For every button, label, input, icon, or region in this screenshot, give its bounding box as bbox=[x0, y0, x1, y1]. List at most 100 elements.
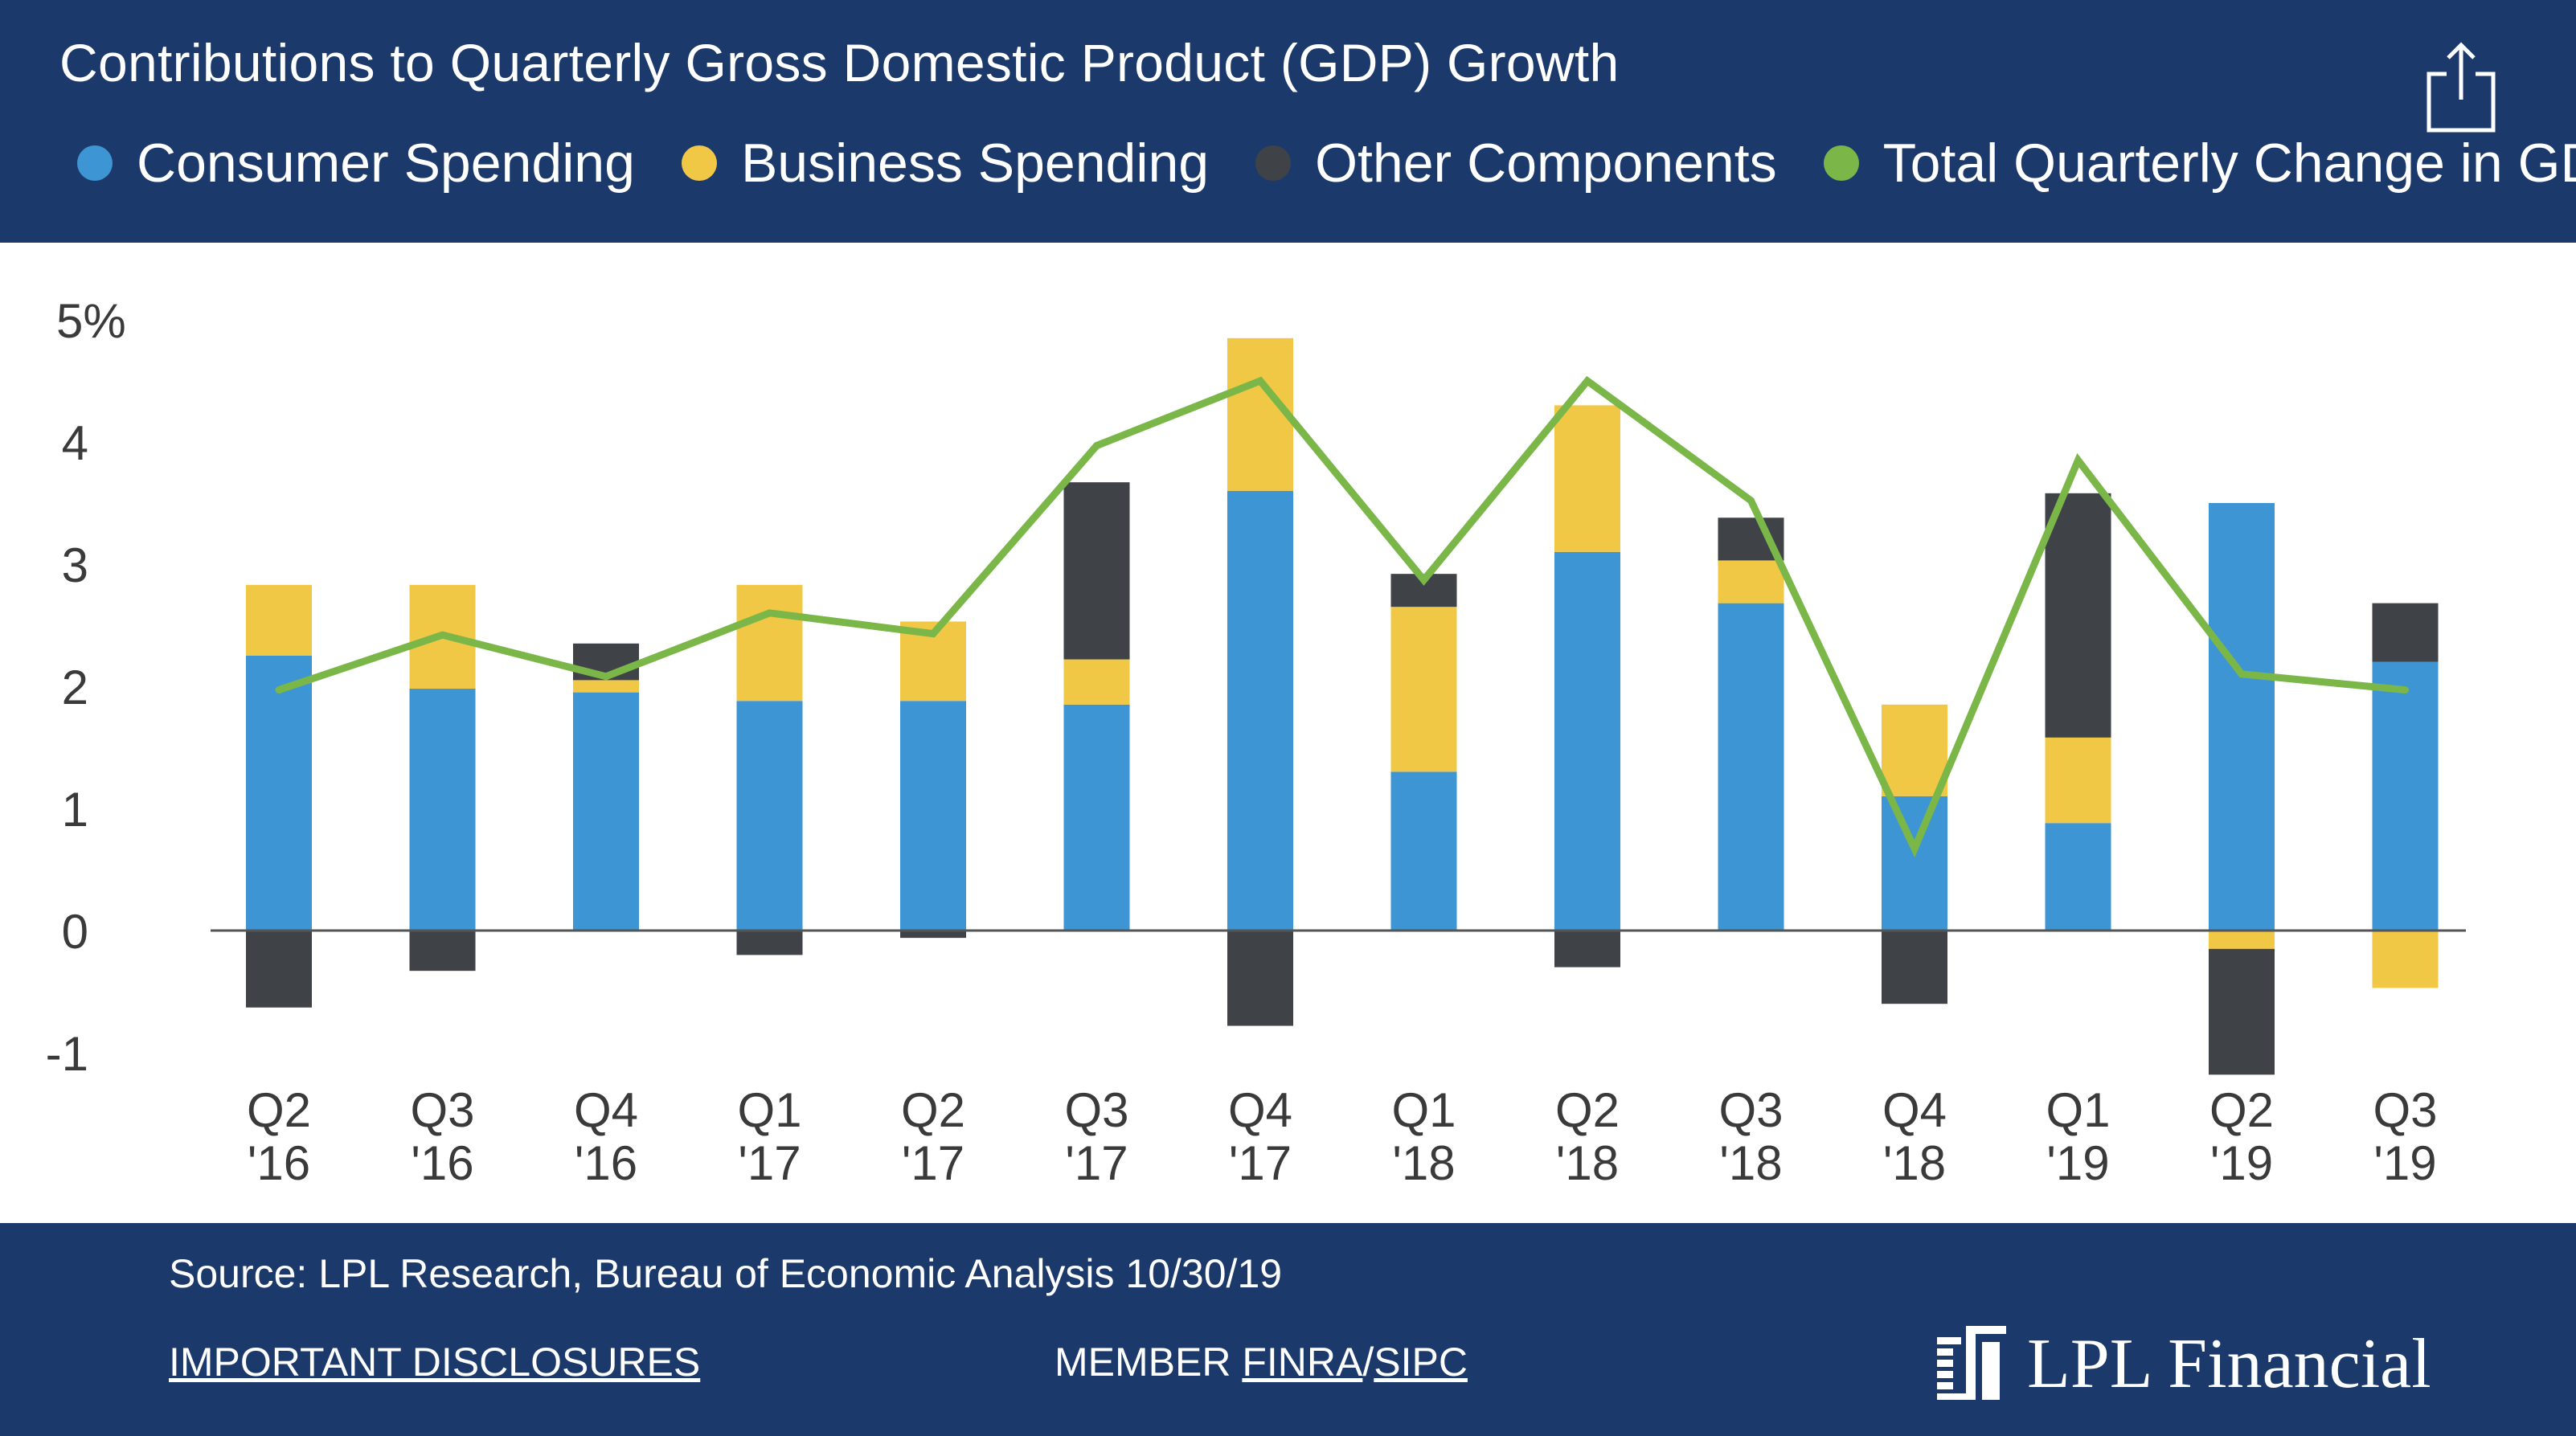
x-tick-label-quarter: Q1 bbox=[2046, 1083, 2110, 1137]
legend-item-total-gdp: Total Quarterly Change in GDP bbox=[1823, 127, 2576, 199]
total-gdp-point bbox=[1587, 380, 1588, 382]
legend-item-consumer-spending: Consumer Spending bbox=[77, 127, 635, 199]
share-icon[interactable] bbox=[2424, 39, 2498, 135]
bar-business-spending bbox=[1227, 338, 1293, 491]
chart-header: Contributions to Quarterly Gross Domesti… bbox=[0, 0, 2576, 243]
member-prefix: MEMBER bbox=[1055, 1340, 1243, 1385]
x-tick-label-quarter: Q4 bbox=[1882, 1083, 1947, 1137]
bar-other-components bbox=[246, 931, 312, 1008]
x-tick-label-quarter: Q2 bbox=[2209, 1083, 2274, 1137]
total-gdp-line bbox=[275, 375, 2409, 858]
member-separator: / bbox=[1362, 1340, 1374, 1385]
lpl-logo-icon bbox=[1937, 1326, 2006, 1400]
x-tick-label-year: '17 bbox=[738, 1136, 801, 1190]
bar-other-components bbox=[2372, 603, 2439, 662]
y-tick-label: 2 bbox=[62, 661, 88, 714]
x-tick-label-year: '18 bbox=[1392, 1136, 1455, 1190]
bar-consumer-spending bbox=[1063, 704, 1130, 931]
x-tick-label-quarter: Q2 bbox=[1555, 1083, 1620, 1137]
x-tick-label-year: '18 bbox=[1719, 1136, 1782, 1190]
bar-consumer-spending bbox=[246, 656, 312, 931]
y-tick-label: 0 bbox=[62, 905, 88, 959]
y-tick-label: 5% bbox=[56, 294, 126, 348]
source-note: Source: LPL Research, Bureau of Economic… bbox=[169, 1251, 1283, 1296]
total-gdp-point bbox=[768, 612, 771, 614]
legend-dot-other-components bbox=[1255, 145, 1292, 181]
lpl-brand: LPL Financial bbox=[1937, 1324, 2431, 1405]
bar-other-components bbox=[1554, 931, 1620, 968]
x-tick-label-year: '16 bbox=[248, 1136, 310, 1190]
bar-consumer-spending bbox=[736, 701, 803, 931]
total-gdp-point bbox=[441, 634, 444, 636]
x-tick-label-quarter: Q1 bbox=[737, 1083, 801, 1137]
gdp-contribution-chart: -1012345%Q2'16Q3'16Q4'16Q1'17Q2'17Q3'17Q… bbox=[46, 294, 2466, 1190]
x-tick-label-year: '17 bbox=[1065, 1136, 1128, 1190]
x-tick-label-quarter: Q2 bbox=[901, 1083, 965, 1137]
legend-item-business-spending: Business Spending bbox=[681, 127, 1210, 199]
bar-consumer-spending bbox=[1227, 490, 1293, 931]
bar-business-spending bbox=[1718, 560, 1784, 603]
total-gdp-point bbox=[1914, 848, 1915, 850]
total-gdp-point bbox=[932, 632, 934, 635]
total-gdp-point bbox=[1750, 499, 1752, 501]
bar-consumer-spending bbox=[409, 689, 476, 931]
legend-label: Consumer Spending bbox=[137, 133, 635, 194]
x-tick-label-year: '17 bbox=[902, 1136, 964, 1190]
finra-link[interactable]: FINRA bbox=[1242, 1340, 1363, 1385]
x-tick-label-quarter: Q3 bbox=[1064, 1083, 1128, 1137]
important-disclosures-link[interactable]: IMPORTANT DISCLOSURES bbox=[169, 1340, 701, 1385]
bar-other-components bbox=[2045, 493, 2111, 738]
x-tick-label-year: '18 bbox=[1556, 1136, 1619, 1190]
x-tick-label-quarter: Q4 bbox=[1228, 1083, 1292, 1137]
x-tick-label-year: '16 bbox=[411, 1136, 473, 1190]
chart-legend: Consumer Spending Business Spending Othe… bbox=[77, 127, 2576, 199]
legend-label: Other Components bbox=[1315, 133, 1777, 194]
bar-business-spending bbox=[1882, 704, 1947, 796]
total-gdp-point bbox=[278, 689, 280, 691]
bar-other-components bbox=[900, 931, 966, 939]
x-tick-label-year: '18 bbox=[1883, 1136, 1946, 1190]
legend-label: Total Quarterly Change in GDP bbox=[1882, 133, 2576, 194]
legend-label: Business Spending bbox=[740, 133, 1210, 194]
bar-consumer-spending bbox=[2209, 503, 2275, 931]
x-tick-label-year: '16 bbox=[575, 1136, 637, 1190]
bar-business-spending bbox=[246, 584, 312, 656]
bar-other-components bbox=[1063, 482, 1130, 660]
y-tick-label: 1 bbox=[62, 783, 88, 837]
bar-other-components bbox=[1882, 931, 1947, 1004]
bar-consumer-spending bbox=[1390, 771, 1457, 931]
bar-other-components bbox=[736, 931, 803, 955]
x-tick-label-quarter: Q2 bbox=[247, 1083, 311, 1137]
total-gdp-point bbox=[1423, 579, 1425, 581]
sipc-link[interactable]: SIPC bbox=[1374, 1340, 1468, 1385]
bar-consumer-spending bbox=[1554, 551, 1620, 931]
y-tick-label: -1 bbox=[46, 1027, 88, 1081]
bar-business-spending bbox=[2372, 931, 2439, 988]
bar-other-components bbox=[2209, 948, 2275, 1075]
bar-business-spending bbox=[2209, 931, 2275, 949]
x-tick-label-year: '19 bbox=[2373, 1136, 2436, 1190]
x-tick-label-year: '19 bbox=[2210, 1136, 2273, 1190]
total-gdp-point bbox=[1096, 444, 1098, 447]
bar-consumer-spending bbox=[900, 701, 966, 931]
bar-business-spending bbox=[1063, 659, 1130, 705]
chart-title: Contributions to Quarterly Gross Domesti… bbox=[59, 33, 1620, 92]
x-tick-label-year: '19 bbox=[2046, 1136, 2109, 1190]
legend-dot-consumer-spending bbox=[77, 145, 113, 181]
bar-other-components bbox=[1227, 931, 1293, 1026]
x-tick-label-quarter: Q3 bbox=[2373, 1083, 2437, 1137]
total-gdp-point bbox=[2241, 673, 2242, 675]
x-tick-label-quarter: Q4 bbox=[574, 1083, 638, 1137]
bar-business-spending bbox=[1390, 607, 1457, 772]
total-gdp-point bbox=[2404, 689, 2406, 691]
legend-dot-business-spending bbox=[681, 145, 717, 181]
y-tick-label: 3 bbox=[62, 538, 88, 592]
chart-area: -1 0 1 2 3 4 5% Q2'16 Q3'16 Q4'16 Q1'17 Q2'17 Q3'17 Q… bbox=[0, 243, 2576, 1223]
brand-name: LPL Financial bbox=[2027, 1325, 2431, 1403]
y-tick-label: 4 bbox=[62, 416, 88, 470]
bar-business-spending bbox=[736, 584, 803, 702]
bar-consumer-spending bbox=[1882, 796, 1947, 931]
bar-consumer-spending bbox=[2045, 823, 2111, 931]
bar-business-spending bbox=[2045, 737, 2111, 824]
x-tick-label-quarter: Q3 bbox=[410, 1083, 474, 1137]
